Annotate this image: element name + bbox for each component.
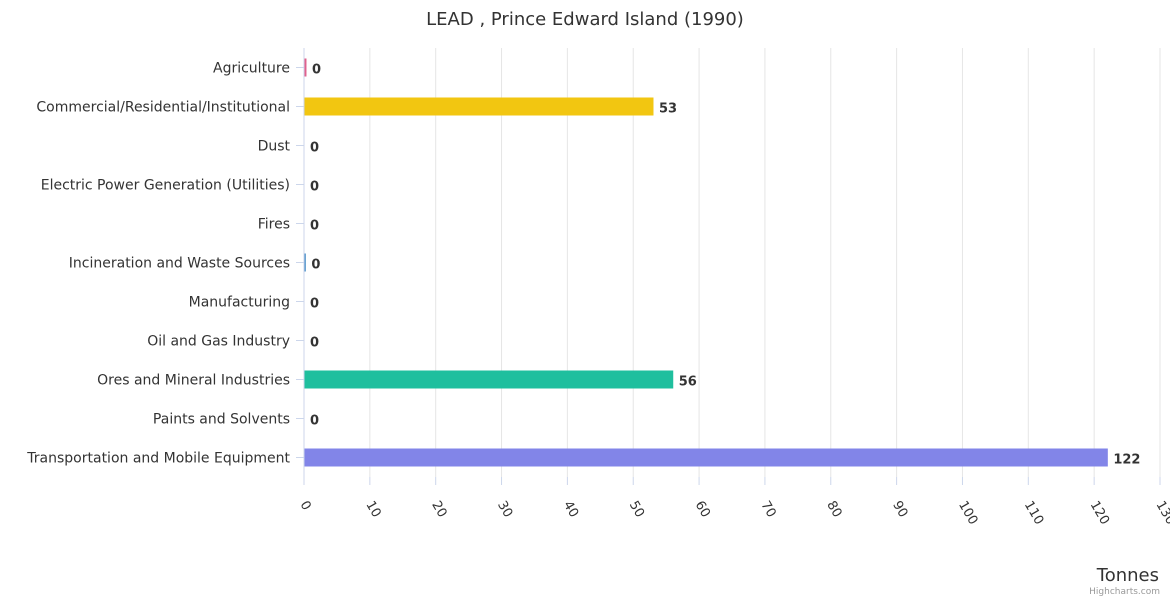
x-tick-label: 80 — [823, 499, 844, 521]
x-tick-label: 40 — [560, 499, 581, 521]
x-tick-label: 20 — [428, 499, 449, 521]
bar-series — [304, 58, 1108, 467]
bar[interactable] — [304, 97, 654, 116]
data-label: 53 — [659, 102, 677, 117]
x-tick-label: 120 — [1087, 499, 1112, 528]
category-label: Oil and Gas Industry — [147, 334, 290, 350]
x-tick-label: 110 — [1021, 499, 1046, 528]
category-label: Ores and Mineral Industries — [97, 373, 290, 389]
category-label: Manufacturing — [189, 295, 290, 311]
bar[interactable] — [304, 448, 1108, 467]
category-label: Transportation and Mobile Equipment — [26, 451, 290, 467]
x-tick-label: 90 — [889, 499, 910, 521]
x-tick-label: 130 — [1153, 499, 1170, 528]
x-tick-label: 50 — [626, 499, 647, 521]
grid-lines — [303, 48, 1161, 477]
data-label: 0 — [311, 258, 320, 273]
category-label: Fires — [258, 217, 290, 233]
data-label: 0 — [310, 180, 319, 195]
data-label: 0 — [310, 414, 319, 429]
x-tick-label: 60 — [692, 499, 713, 521]
category-label: Electric Power Generation (Utilities) — [41, 178, 290, 194]
data-label: 0 — [312, 63, 321, 78]
category-label: Agriculture — [213, 61, 290, 77]
category-label: Dust — [258, 139, 291, 155]
category-label: Incineration and Waste Sources — [69, 256, 290, 272]
category-label: Paints and Solvents — [153, 412, 290, 428]
category-labels: Agriculture Commercial/Residential/Instit… — [26, 61, 304, 467]
credits-link[interactable]: Highcharts.com — [1089, 587, 1160, 597]
x-tick-label: 100 — [955, 499, 980, 528]
bar[interactable] — [304, 58, 307, 77]
x-tick-label: 70 — [757, 499, 778, 521]
category-label: Commercial/Residential/Institutional — [36, 100, 290, 116]
data-labels: 0 53 0 0 0 0 0 0 56 0 122 — [310, 63, 1140, 468]
bar[interactable] — [304, 253, 306, 272]
x-tick-label: 10 — [362, 499, 383, 521]
bar[interactable] — [304, 370, 674, 389]
x-axis-title: Tonnes — [1096, 565, 1159, 586]
x-tick-label: 30 — [494, 499, 515, 521]
data-label: 122 — [1113, 453, 1140, 468]
data-label: 0 — [310, 219, 319, 234]
data-label: 0 — [310, 297, 319, 312]
x-tick-label: 0 — [297, 499, 314, 514]
x-axis-ticks: 0 10 20 30 40 50 60 70 80 90 100 110 120 130 — [297, 477, 1170, 528]
data-label: 0 — [310, 141, 319, 156]
data-label: 0 — [310, 336, 319, 351]
data-label: 56 — [679, 375, 697, 390]
chart-title: LEAD , Prince Edward Island (1990) — [426, 9, 744, 30]
